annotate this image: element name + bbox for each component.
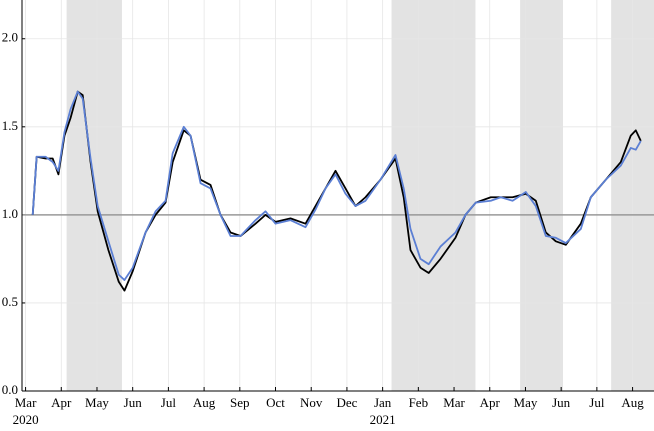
x-tick-label: Sep [230, 395, 250, 410]
series-line [31, 90, 642, 281]
x-tick-label: Dec [336, 395, 357, 410]
shaded-region [66, 0, 122, 391]
x-tick-label: Mar [15, 395, 37, 410]
y-tick-label: 2.0 [2, 30, 18, 45]
year-label: 2020 [13, 412, 39, 427]
x-tick-label: Jun [552, 395, 571, 410]
year-label: 2021 [370, 412, 396, 427]
x-tick-label: Jul [161, 395, 177, 410]
x-tick-label: May [85, 395, 109, 410]
x-tick-label: Jul [589, 395, 605, 410]
x-tick-label: May [514, 395, 538, 410]
x-tick-label: Mar [443, 395, 465, 410]
series-line [31, 90, 642, 292]
x-tick-label: Aug [193, 395, 216, 410]
x-tick-label: Apr [480, 395, 501, 410]
y-tick-label: 0.0 [2, 382, 18, 397]
x-tick-label: Oct [266, 395, 285, 410]
x-tick-label: Apr [51, 395, 72, 410]
y-tick-label: 1.5 [2, 118, 18, 133]
y-tick-label: 0.5 [2, 294, 18, 309]
shaded-region [520, 0, 563, 391]
x-tick-label: Jan [374, 395, 392, 410]
y-tick-label: 1.0 [2, 206, 18, 221]
x-tick-label: Nov [300, 395, 323, 410]
x-tick-label: Aug [621, 395, 644, 410]
x-tick-label: Feb [409, 395, 429, 410]
x-tick-label: Jun [124, 395, 143, 410]
